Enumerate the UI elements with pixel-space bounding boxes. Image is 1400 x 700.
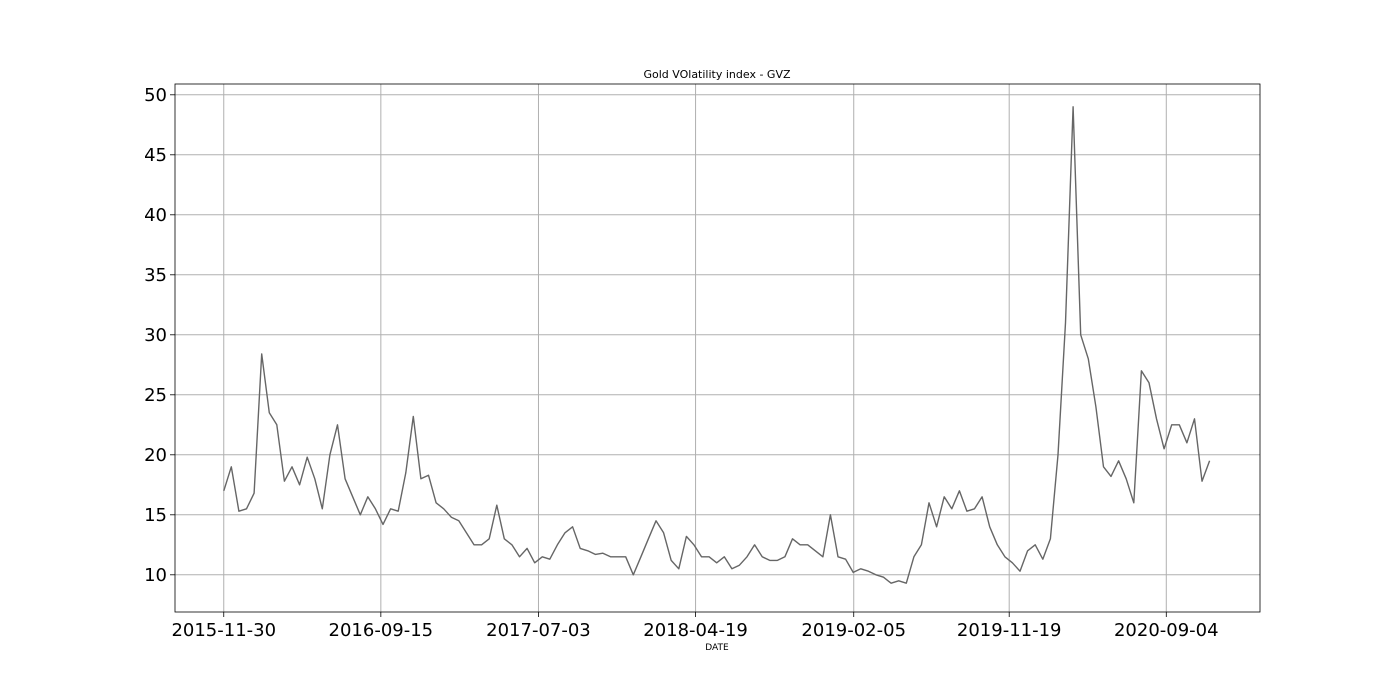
y-tick-label: 40	[144, 205, 167, 226]
y-tick-label: 20	[144, 445, 167, 466]
y-tick-label: 15	[144, 505, 167, 526]
x-tick-label: 2017-07-03	[486, 620, 591, 641]
chart-title: Gold VOlatility index - GVZ	[643, 68, 790, 81]
y-tick-label: 25	[144, 385, 167, 406]
y-tick-label: 35	[144, 265, 167, 286]
y-axis: 10 15 20 25 30 35 40 45 50	[144, 85, 175, 586]
plot-frame	[174, 83, 1261, 613]
x-tick-label: 2018-04-19	[643, 620, 748, 641]
grid	[175, 84, 1260, 612]
x-axis: 2015-11-30 2016-09-15 2017-07-03 2018-04-19…	[171, 612, 1219, 641]
x-tick-label: 2019-02-05	[801, 620, 906, 641]
x-tick-label: 2020-09-04	[1114, 620, 1219, 641]
gvz-series-line	[223, 106, 1211, 584]
y-tick-label: 30	[144, 325, 167, 346]
y-tick-label: 10	[144, 565, 167, 586]
x-tick-label: 2019-11-19	[957, 620, 1062, 641]
x-tick-label: 2015-11-30	[171, 620, 276, 641]
y-tick-label: 45	[144, 145, 167, 166]
x-tick-label: 2016-09-15	[329, 620, 434, 641]
x-axis-label: DATE	[705, 643, 729, 653]
y-tick-label: 50	[144, 85, 167, 106]
